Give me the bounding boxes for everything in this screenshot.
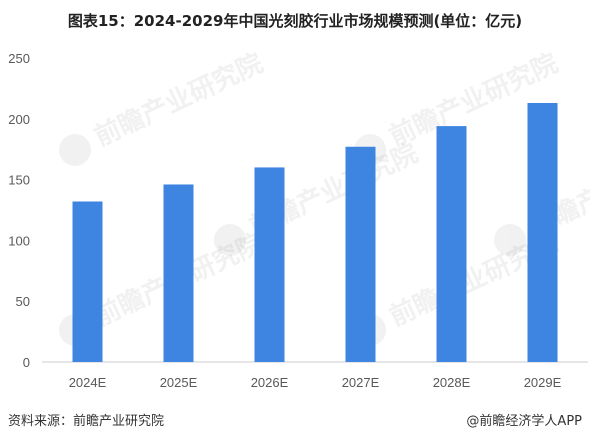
y-tick-label: 0 (23, 355, 30, 370)
watermark-logo-icon (494, 224, 526, 256)
watermark-layer: 前瞻产业研究院前瞻产业研究院前瞻产业研究院前瞻产业研究院前瞻产业研究院前瞻产业研… (59, 48, 590, 346)
x-tick-label: 2025E (160, 375, 198, 390)
x-tick-label: 2024E (69, 375, 107, 390)
brand-note: @前瞻经济学人APP (466, 414, 582, 429)
y-tick-label: 200 (8, 112, 30, 127)
x-tick-label: 2026E (251, 375, 289, 390)
bars (72, 102, 558, 362)
y-tick-label: 150 (8, 173, 30, 188)
bar (163, 184, 194, 362)
x-tick-label: 2029E (524, 375, 562, 390)
watermark: 前瞻产业研究院 (59, 48, 268, 166)
bar (436, 126, 467, 362)
y-tick-label: 50 (16, 294, 30, 309)
watermark: 前瞻产业研究院 (214, 138, 423, 256)
bar (345, 146, 376, 362)
source-note: 资料来源：前瞻产业研究院 (8, 414, 165, 429)
bar (72, 201, 103, 362)
watermark-logo-icon (59, 134, 91, 166)
watermark-text: 前瞻产业研究院 (90, 48, 268, 153)
bar (527, 102, 558, 362)
bar (254, 167, 285, 362)
y-axis: 0 50 100 150 200 250 (8, 51, 30, 370)
watermark-logo-icon (214, 224, 246, 256)
y-tick-label: 250 (8, 51, 30, 66)
x-tick-label: 2028E (433, 375, 471, 390)
chart-title: 图表15：2024-2029年中国光刻胶行业市场规模预测(单位：亿元) (67, 12, 523, 30)
x-tick-label: 2027E (342, 375, 380, 390)
x-axis: 2024E 2025E 2026E 2027E 2028E 2029E (69, 375, 562, 390)
y-tick-label: 100 (8, 233, 30, 248)
